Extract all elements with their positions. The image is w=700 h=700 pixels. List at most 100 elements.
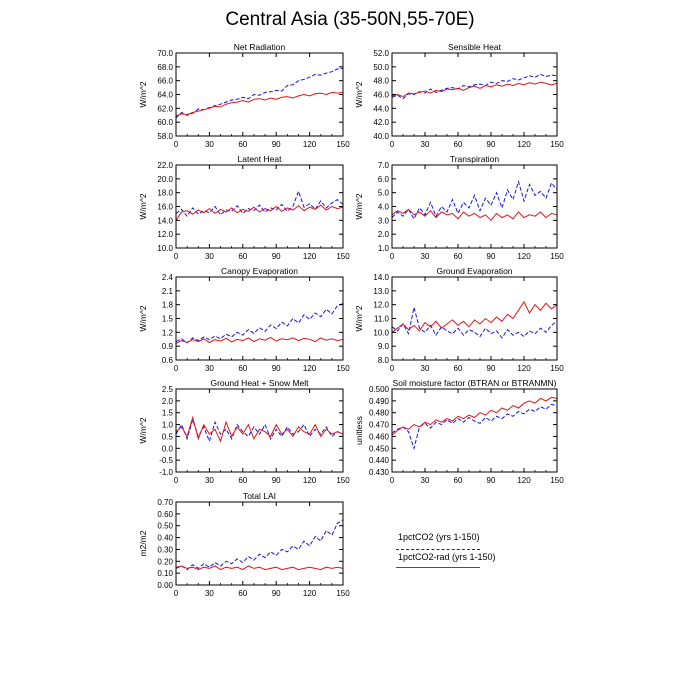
panel-title: Canopy Evaporation xyxy=(221,266,298,276)
x-tick-label: 30 xyxy=(421,364,430,373)
y-axis-label: W/m^2 xyxy=(138,81,148,107)
y-tick-label: 42.0 xyxy=(373,118,389,127)
plot-frame xyxy=(175,164,344,249)
x-tick-label: 30 xyxy=(205,589,214,598)
y-axis-label: unitless xyxy=(354,416,364,445)
series-line-1pctco2 xyxy=(391,307,558,339)
y-axis-label: W/m^2 xyxy=(354,193,364,219)
y-tick-label: 12.0 xyxy=(373,301,389,310)
y-axis-label: W/m^2 xyxy=(354,305,364,331)
x-tick-label: 150 xyxy=(336,364,350,373)
y-tick-label: 40.0 xyxy=(373,132,389,141)
y-axis-label: m2/m2 xyxy=(138,530,148,556)
series-line-1pctco2-rad xyxy=(175,91,344,117)
series-line-1pctco2 xyxy=(175,519,344,571)
series-line-1pctco2 xyxy=(391,73,558,100)
y-tick-label: 14.0 xyxy=(157,216,173,225)
y-tick-label: 0.440 xyxy=(369,456,390,465)
x-tick-label: 60 xyxy=(454,476,463,485)
plot-frame xyxy=(391,276,558,361)
y-tick-label: 0.70 xyxy=(157,498,173,507)
y-tick-label: 60.0 xyxy=(157,118,173,127)
panel-total-lai: 0 30 60 90 120 150 0.00 0.10 0.20 0.30 0.40 0.50 0.6… xyxy=(138,491,350,598)
x-tick-label: 0 xyxy=(174,476,179,485)
x-tick-label: 150 xyxy=(550,476,564,485)
y-tick-label: 0.430 xyxy=(369,468,390,477)
x-tick-label: 60 xyxy=(238,140,247,149)
series-line-1pctco2 xyxy=(175,303,344,344)
y-tick-label: 68.0 xyxy=(157,63,173,72)
y-tick-label: 9.0 xyxy=(378,342,390,351)
panel-title: Soil moisture factor (BTRAN or BTRANMN) xyxy=(393,378,557,388)
y-axis-label: W/m^2 xyxy=(354,81,364,107)
y-tick-label: 20.0 xyxy=(157,175,173,184)
plot-frame xyxy=(175,52,344,137)
series-line-1pctco2-rad xyxy=(391,300,558,333)
y-tick-label: 2.0 xyxy=(162,397,174,406)
y-tick-label: 58.0 xyxy=(157,132,173,141)
series-line-1pctco2-rad xyxy=(175,204,344,221)
x-tick-label: 0 xyxy=(390,140,395,149)
x-tick-label: 30 xyxy=(205,140,214,149)
series-line-1pctco2 xyxy=(391,179,558,220)
x-tick-label: 90 xyxy=(487,476,496,485)
y-tick-label: 1.8 xyxy=(162,301,174,310)
plot-frame xyxy=(391,52,558,137)
legend-label-1pctco2: 1pctCO2 (yrs 1-150) xyxy=(398,532,480,542)
x-tick-label: 120 xyxy=(517,364,531,373)
panel-net-radiation: 0 30 60 90 120 150 58.0 60.0 62.0 64.0 66.0 68.0 70.… xyxy=(138,42,350,149)
y-tick-label: 0.0 xyxy=(162,444,174,453)
panel-canopy-evaporation: 0 30 60 90 120 150 0.6 0.9 1.2 1.5 1.8 2.1 2.4 Canopy… xyxy=(138,266,350,373)
y-tick-label: 0.50 xyxy=(157,522,173,531)
series-line-1pctco2 xyxy=(175,418,344,443)
y-tick-label: 66.0 xyxy=(157,77,173,86)
y-tick-label: 0.40 xyxy=(157,534,173,543)
y-tick-label: 0.500 xyxy=(369,385,390,394)
x-tick-label: 0 xyxy=(390,476,395,485)
x-tick-label: 120 xyxy=(517,476,531,485)
plot-frame xyxy=(175,501,344,586)
x-tick-label: 30 xyxy=(205,476,214,485)
series-line-1pctco2 xyxy=(175,189,344,218)
x-tick-label: 30 xyxy=(421,140,430,149)
y-axis-label: W/m^2 xyxy=(138,193,148,219)
y-tick-label: 0.460 xyxy=(369,432,390,441)
y-axis-label: W/m^2 xyxy=(138,305,148,331)
x-tick-label: 0 xyxy=(174,364,179,373)
series-line-1pctco2-rad xyxy=(391,81,558,98)
x-tick-label: 90 xyxy=(272,364,281,373)
plot-frame xyxy=(391,164,558,249)
y-axis-label: W/m^2 xyxy=(138,417,148,443)
y-tick-label: 1.5 xyxy=(162,315,174,324)
x-tick-label: 120 xyxy=(517,252,531,261)
x-tick-label: 120 xyxy=(303,140,317,149)
panel-title: Ground Evaporation xyxy=(436,266,512,276)
x-tick-label: 90 xyxy=(272,252,281,261)
x-tick-label: 150 xyxy=(336,140,350,149)
x-tick-label: 150 xyxy=(336,252,350,261)
y-tick-label: 18.0 xyxy=(157,189,173,198)
y-tick-label: 4.0 xyxy=(378,203,390,212)
y-tick-label: 3.0 xyxy=(378,216,390,225)
y-tick-label: 50.0 xyxy=(373,63,389,72)
panel-soil-moisture-factor: 0 30 60 90 120 150 0.430 0.440 0.450 0.460 0.470 0.… xyxy=(354,378,564,485)
y-tick-label: 0.00 xyxy=(157,581,173,590)
series-line-1pctco2-rad xyxy=(175,415,344,443)
y-tick-label: 10.0 xyxy=(373,328,389,337)
y-tick-label: 1.2 xyxy=(162,328,174,337)
y-tick-label: 0.480 xyxy=(369,409,390,418)
y-tick-label: 44.0 xyxy=(373,104,389,113)
y-tick-label: 0.6 xyxy=(162,356,174,365)
y-tick-label: -0.5 xyxy=(159,456,173,465)
x-tick-label: 90 xyxy=(487,140,496,149)
legend-line-1pctco2 xyxy=(396,549,480,550)
series-line-1pctco2-rad xyxy=(175,336,344,344)
y-tick-label: 2.1 xyxy=(162,287,174,296)
panel-ground-heat-snow: 0 30 60 90 120 150 -1.0 -0.5 0.0 0.5 1.0 1.5 2.0 2.5 G… xyxy=(138,378,350,485)
y-tick-label: 46.0 xyxy=(373,91,389,100)
y-tick-label: 62.0 xyxy=(157,104,173,113)
y-tick-label: -1.0 xyxy=(159,468,173,477)
y-tick-label: 0.450 xyxy=(369,444,390,453)
panel-title: Transpiration xyxy=(450,154,500,164)
